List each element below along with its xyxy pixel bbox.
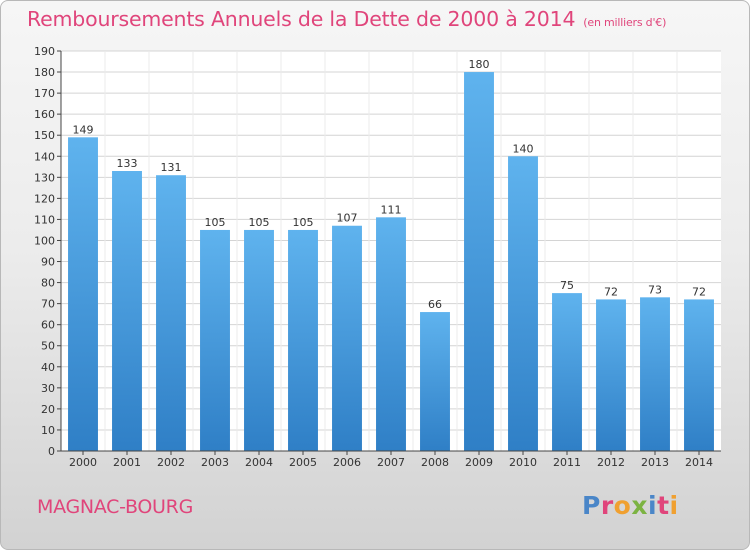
y-tick-label: 20 bbox=[41, 403, 55, 416]
x-tick-label: 2009 bbox=[465, 456, 493, 469]
y-tick-label: 150 bbox=[34, 129, 55, 142]
bar-value-label: 140 bbox=[513, 142, 534, 155]
y-tick-label: 160 bbox=[34, 108, 55, 121]
y-tick-label: 100 bbox=[34, 234, 55, 247]
y-tick-label: 70 bbox=[41, 298, 55, 311]
logo-letter: i bbox=[669, 491, 679, 520]
bar-value-label: 72 bbox=[604, 285, 618, 298]
logo-letter: t bbox=[657, 491, 670, 520]
x-tick-label: 2010 bbox=[509, 456, 537, 469]
y-tick-label: 40 bbox=[41, 361, 55, 374]
y-tick-label: 180 bbox=[34, 66, 55, 79]
x-tick-label: 2011 bbox=[553, 456, 581, 469]
x-tick-label: 2013 bbox=[641, 456, 669, 469]
chart-title-text: Remboursements Annuels de la Dette de 20… bbox=[27, 7, 576, 31]
bar-value-label: 72 bbox=[692, 285, 706, 298]
y-tick-label: 50 bbox=[41, 340, 55, 353]
bar-value-label: 180 bbox=[469, 58, 490, 71]
bar-value-label: 105 bbox=[293, 216, 314, 229]
bar bbox=[200, 229, 230, 451]
y-tick-label: 130 bbox=[34, 171, 55, 184]
bar bbox=[288, 229, 318, 451]
bar-value-label: 111 bbox=[381, 203, 402, 216]
x-tick-label: 2000 bbox=[69, 456, 97, 469]
bar bbox=[420, 312, 450, 451]
y-tick-label: 190 bbox=[34, 45, 55, 58]
bar bbox=[464, 72, 494, 451]
x-tick-label: 2006 bbox=[333, 456, 361, 469]
logo-letter: P bbox=[582, 491, 601, 520]
bar-value-label: 73 bbox=[648, 283, 662, 296]
x-tick-label: 2001 bbox=[113, 456, 141, 469]
x-tick-label: 2005 bbox=[289, 456, 317, 469]
x-tick-label: 2004 bbox=[245, 456, 273, 469]
y-tick-label: 80 bbox=[41, 277, 55, 290]
bar-value-label: 107 bbox=[337, 212, 358, 225]
logo-letter: x bbox=[631, 491, 648, 520]
chart-unit: (en milliers d'€) bbox=[583, 16, 667, 29]
bar bbox=[376, 217, 406, 451]
y-tick-label: 120 bbox=[34, 192, 55, 205]
y-tick-label: 140 bbox=[34, 150, 55, 163]
x-tick-label: 2008 bbox=[421, 456, 449, 469]
bar bbox=[508, 156, 538, 451]
bar-value-label: 75 bbox=[560, 279, 574, 292]
x-tick-label: 2012 bbox=[597, 456, 625, 469]
bar bbox=[596, 299, 626, 451]
logo-letter: o bbox=[613, 491, 632, 520]
x-tick-label: 2014 bbox=[685, 456, 713, 469]
y-tick-label: 0 bbox=[48, 445, 55, 458]
city-name: MAGNAC-BOURG bbox=[37, 496, 193, 518]
y-tick-label: 110 bbox=[34, 213, 55, 226]
bar bbox=[552, 293, 582, 451]
y-tick-label: 90 bbox=[41, 256, 55, 269]
logo-letter: r bbox=[600, 491, 614, 520]
bar bbox=[640, 297, 670, 451]
bar bbox=[244, 229, 274, 451]
x-tick-label: 2003 bbox=[201, 456, 229, 469]
logo-letter: i bbox=[648, 491, 658, 520]
bar-value-label: 105 bbox=[249, 216, 270, 229]
chart-title: Remboursements Annuels de la Dette de 20… bbox=[27, 7, 666, 31]
y-tick-label: 170 bbox=[34, 87, 55, 100]
x-tick-label: 2002 bbox=[157, 456, 185, 469]
bar bbox=[684, 299, 714, 451]
bar bbox=[68, 137, 98, 451]
bar bbox=[156, 175, 186, 452]
bar-value-label: 149 bbox=[73, 123, 94, 136]
bar-value-label: 133 bbox=[117, 157, 138, 170]
y-tick-label: 10 bbox=[41, 424, 55, 437]
bar bbox=[332, 225, 362, 451]
y-tick-label: 30 bbox=[41, 382, 55, 395]
bar-value-label: 66 bbox=[428, 298, 442, 311]
x-tick-label: 2007 bbox=[377, 456, 405, 469]
bar bbox=[112, 171, 142, 451]
proxiti-logo: Proxiti bbox=[582, 491, 679, 520]
bar-value-label: 105 bbox=[205, 216, 226, 229]
bar-value-label: 131 bbox=[161, 161, 182, 174]
y-tick-label: 60 bbox=[41, 319, 55, 332]
